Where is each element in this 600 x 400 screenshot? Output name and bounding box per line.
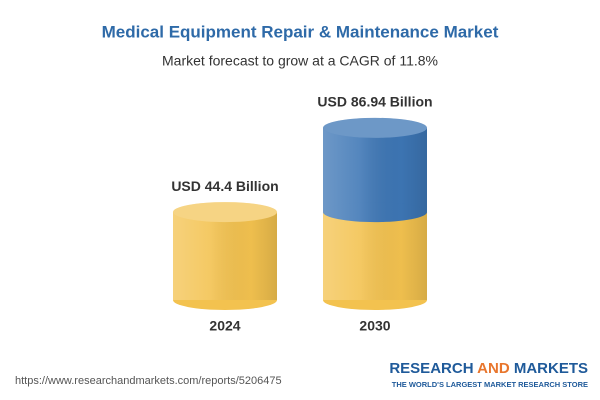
cylinder-shade: [323, 127, 427, 301]
cylinder-cap: [173, 202, 277, 223]
chart-title: Medical Equipment Repair & Maintenance M…: [102, 22, 499, 41]
cylinder-shade: [173, 212, 277, 300]
brand-word: MARKETS: [514, 360, 588, 377]
plot-area: USD 44.4 Billion 2024 USD 86.94 Billion 203…: [171, 94, 432, 334]
value-label: USD 44.4 Billion: [171, 178, 278, 194]
source-url[interactable]: https://www.researchandmarkets.com/repor…: [15, 375, 282, 387]
brand-logo: RESEARCH AND MARKETS: [389, 360, 588, 377]
x-tick-label: 2030: [359, 318, 390, 334]
cylinder-cap: [173, 202, 277, 223]
value-label: USD 86.94 Billion: [317, 94, 432, 110]
cylinder-cap: [323, 117, 427, 138]
brand-tagline: THE WORLD'S LARGEST MARKET RESEARCH STOR…: [392, 380, 588, 389]
cylinder-cap: [323, 117, 427, 138]
brand-word: RESEARCH: [389, 360, 473, 377]
chart-subtitle: Market forecast to grow at a CAGR of 11.…: [162, 53, 438, 69]
brand-word: AND: [477, 360, 510, 377]
x-tick-label: 2024: [209, 318, 240, 334]
